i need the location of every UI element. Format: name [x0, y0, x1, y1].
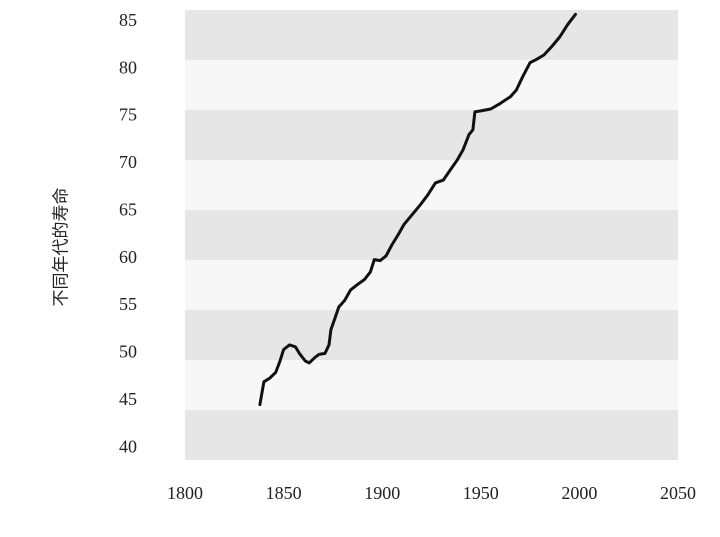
background-bands [185, 10, 678, 460]
background-band [185, 160, 678, 210]
y-tick-label: 80 [119, 57, 137, 77]
background-band [185, 110, 678, 160]
x-tick-label: 1900 [364, 483, 400, 503]
y-tick-label: 70 [119, 152, 137, 172]
y-tick-label: 45 [119, 389, 137, 409]
y-tick-label: 75 [119, 105, 137, 125]
background-band [185, 410, 678, 460]
y-tick-label: 85 [119, 10, 137, 30]
background-band [185, 60, 678, 110]
background-band [185, 260, 678, 310]
series-line [258, 12, 577, 407]
x-tick-label: 1800 [167, 483, 203, 503]
background-band [185, 310, 678, 360]
y-tick-label: 40 [119, 436, 137, 456]
y-axis-tick-labels: 85 80 75 70 65 60 55 50 45 40 [119, 10, 137, 456]
y-tick-label: 65 [119, 199, 137, 219]
y-axis-label: 不同年代的寿命 [52, 188, 72, 307]
y-tick-label: 60 [119, 247, 137, 267]
y-tick-label: 50 [119, 342, 137, 362]
background-band [185, 360, 678, 410]
y-tick-label: 55 [119, 294, 137, 314]
x-tick-label: 2050 [660, 483, 696, 503]
x-tick-label: 1950 [463, 483, 499, 503]
x-tick-label: 2000 [561, 483, 597, 503]
x-tick-label: 1850 [266, 483, 302, 503]
background-band [185, 210, 678, 260]
series-group [258, 12, 577, 407]
background-band [185, 10, 678, 60]
x-axis-tick-labels: 1800 1850 1900 1950 2000 2050 [167, 483, 696, 503]
